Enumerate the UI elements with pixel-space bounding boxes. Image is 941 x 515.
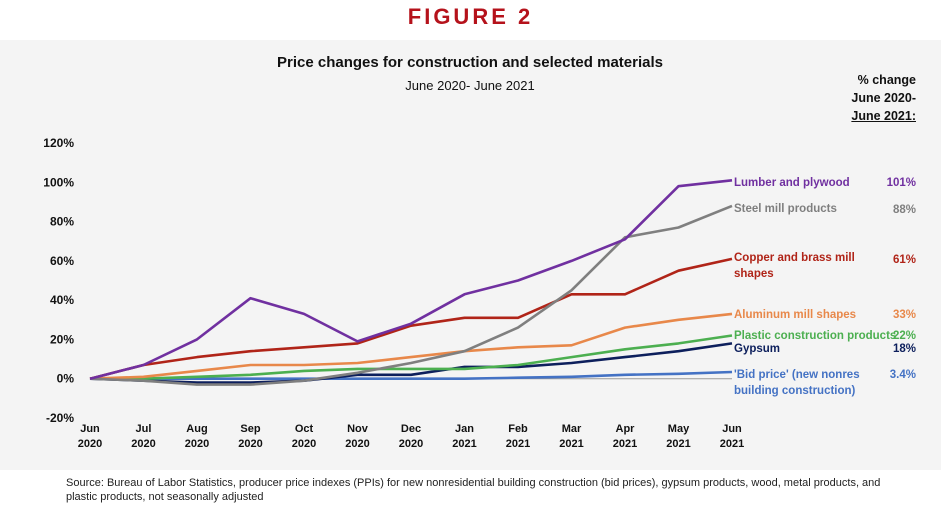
y-tick-label: 40% <box>50 293 74 307</box>
series-pct-change: 33% <box>893 309 916 321</box>
y-tick-label: -20% <box>46 411 74 425</box>
y-tick-label: 120% <box>43 136 74 150</box>
series-pct-change: 22% <box>893 330 916 342</box>
y-tick-label: 100% <box>43 175 74 189</box>
x-tick-label-year: 2020 <box>292 438 316 450</box>
x-tick-label-year: 2021 <box>452 438 476 450</box>
series-line <box>89 312 733 380</box>
series-label: Lumber and plywood <box>734 177 850 189</box>
series-label: Plastic construction products <box>734 330 896 342</box>
x-tick-label-year: 2020 <box>238 438 262 450</box>
chart-title: Price changes for construction and selec… <box>277 54 663 71</box>
chart-subtitle: June 2020- June 2021 <box>405 78 535 93</box>
series-line <box>89 257 733 380</box>
x-tick-label-month: Sep <box>240 423 260 435</box>
x-tick-label-month: May <box>668 423 690 435</box>
pct-header-line-1: % change <box>857 73 916 87</box>
series-pct-change: 18% <box>893 343 916 355</box>
series-pct-change: 3.4% <box>890 369 916 381</box>
x-tick-label-month: Aug <box>186 423 207 435</box>
series-label: Copper and brass mill <box>734 252 855 264</box>
series-label: shapes <box>734 268 774 280</box>
source-note: Source: Bureau of Labor Statistics, prod… <box>66 477 881 503</box>
x-tick-label-month: Jun <box>80 423 100 435</box>
series-pct-change: 88% <box>893 204 916 216</box>
x-tick-label-month: Mar <box>562 423 582 435</box>
figure-label: FIGURE 2 <box>407 4 534 29</box>
y-tick-label: 0% <box>57 372 75 386</box>
y-tick-label: 20% <box>50 332 74 346</box>
y-tick-label: 80% <box>50 215 74 229</box>
x-tick-label-month: Apr <box>616 423 636 435</box>
series-label: Aluminum mill shapes <box>734 309 856 321</box>
x-tick-label-month: Feb <box>508 423 528 435</box>
x-tick-label-year: 2021 <box>666 438 690 450</box>
x-tick-label-month: Dec <box>401 423 421 435</box>
series-line <box>90 334 733 381</box>
x-tick-label-year: 2020 <box>185 438 209 450</box>
x-tick-label-month: Nov <box>347 423 369 435</box>
series-pct-change: 61% <box>893 254 916 266</box>
chart-background <box>0 40 941 470</box>
x-tick-label-year: 2020 <box>399 438 423 450</box>
x-tick-label-month: Oct <box>295 423 314 435</box>
series-label: Gypsum <box>734 343 780 355</box>
x-tick-label-month: Jun <box>722 423 742 435</box>
x-tick-label-year: 2021 <box>720 438 744 450</box>
x-tick-label-month: Jan <box>455 423 474 435</box>
x-tick-label-year: 2021 <box>613 438 637 450</box>
x-tick-label-year: 2021 <box>559 438 583 450</box>
pct-header-line-3: June 2021: <box>851 109 916 123</box>
x-tick-label-year: 2020 <box>131 438 155 450</box>
series-label: 'Bid price' (new nonres <box>734 369 860 381</box>
x-tick-label-year: 2020 <box>345 438 369 450</box>
series-line <box>89 342 733 384</box>
x-tick-label-month: Jul <box>136 423 152 435</box>
pct-header-line-2: June 2020- <box>851 91 916 105</box>
y-tick-label: 60% <box>50 254 74 268</box>
x-tick-label-year: 2021 <box>506 438 530 450</box>
series-label: Steel mill products <box>734 203 837 215</box>
series-pct-change: 101% <box>887 177 916 189</box>
series-label: building construction) <box>734 385 856 397</box>
series-line <box>89 179 733 380</box>
x-tick-label-year: 2020 <box>78 438 102 450</box>
series-line <box>89 204 733 386</box>
series-line <box>90 370 733 381</box>
